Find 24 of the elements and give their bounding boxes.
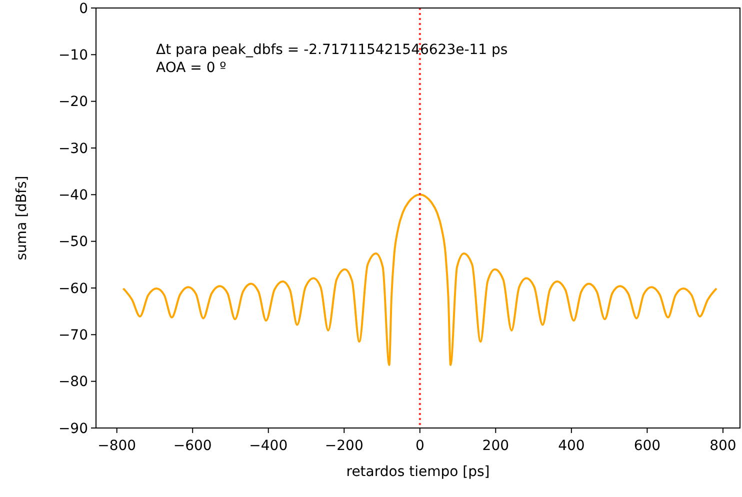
y-tick-label: −90 [58,420,88,437]
annotation: Δt para peak_dbfs = -2.717115421546623e-11 ps [156,42,508,58]
y-tick-label: −30 [58,140,88,157]
line-series [122,194,718,366]
y-tick-label: −40 [58,188,88,204]
y-tick-label: −80 [58,374,88,390]
y-tick-label: −70 [58,328,88,344]
x-tick-label: −200 [324,438,364,454]
x-axis-title: retardos tiempo [ps] [346,464,490,480]
y-tick-label: −60 [58,280,88,297]
x-tick-label: 400 [558,438,585,454]
y-tick-label: −10 [58,48,88,64]
x-tick-label: −400 [249,438,288,454]
x-tick-label: 800 [710,438,736,454]
y-axis-title: suma [dBfs] [14,176,30,260]
y-tick-label: −20 [58,94,88,110]
x-tick-label: −800 [98,438,136,454]
x-tick-label: 200 [482,438,510,454]
annotation: AOA = 0 º [156,60,226,76]
x-tick-label: −600 [173,438,212,454]
y-tick-label: 0 [79,0,88,17]
y-tick-label: −50 [58,234,88,250]
x-tick-label: 600 [634,438,661,454]
x-tick-label: 0 [415,438,424,454]
